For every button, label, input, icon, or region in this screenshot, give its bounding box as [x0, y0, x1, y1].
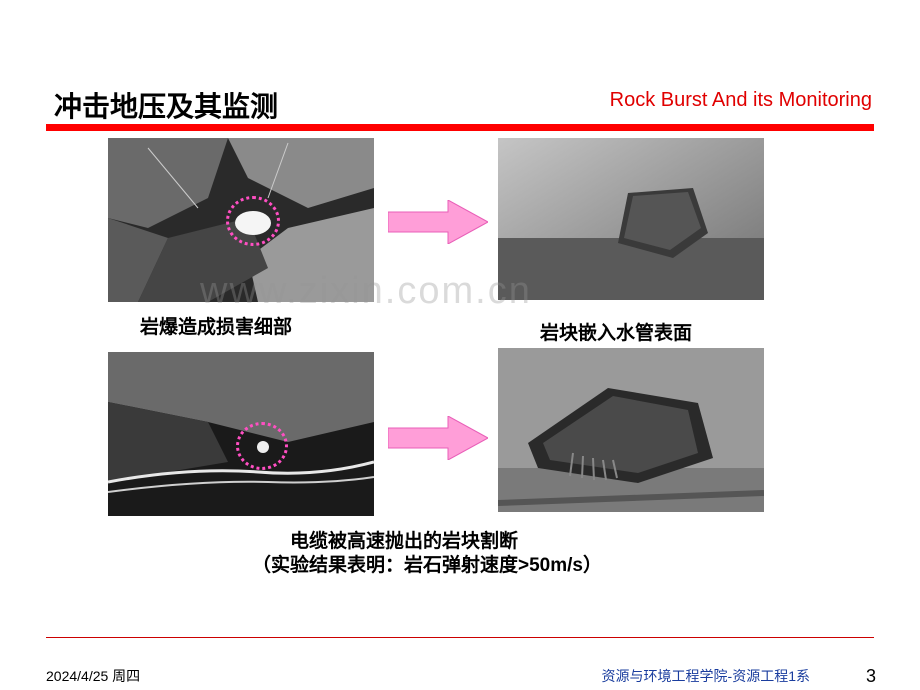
- footer-page-number: 3: [866, 666, 876, 687]
- caption-bottom-line1: 电缆被高速抛出的岩块割断: [290, 526, 518, 553]
- rock-embedded-photo: [498, 138, 764, 300]
- highlight-circle-1: [226, 196, 280, 246]
- slide-container: 冲击地压及其监测 Rock Burst And its Monitoring: [0, 0, 920, 690]
- arrow-bottom: [388, 416, 488, 460]
- image-bottom-right: [498, 348, 764, 512]
- title-chinese: 冲击地压及其监测: [54, 85, 278, 125]
- arrow-top: [388, 200, 488, 244]
- header-divider: [46, 124, 874, 131]
- caption-top-left: 岩爆造成损害细部: [140, 312, 292, 339]
- footer-department: 资源与环境工程学院-资源工程1系: [602, 666, 810, 686]
- title-english: Rock Burst And its Monitoring: [610, 89, 872, 112]
- caption-bottom-line2: （实验结果表明：岩石弹射速度>50m/s）: [252, 550, 602, 577]
- image-top-right: [498, 138, 764, 300]
- image-top-left: [108, 138, 374, 302]
- image-bottom-left: [108, 352, 374, 516]
- footer-date: 2024/4/25 周四: [46, 666, 140, 686]
- cable-closeup-photo: [498, 348, 764, 512]
- footer-divider: [46, 637, 874, 638]
- caption-top-right: 岩块嵌入水管表面: [540, 318, 692, 345]
- highlight-circle-2: [236, 422, 288, 470]
